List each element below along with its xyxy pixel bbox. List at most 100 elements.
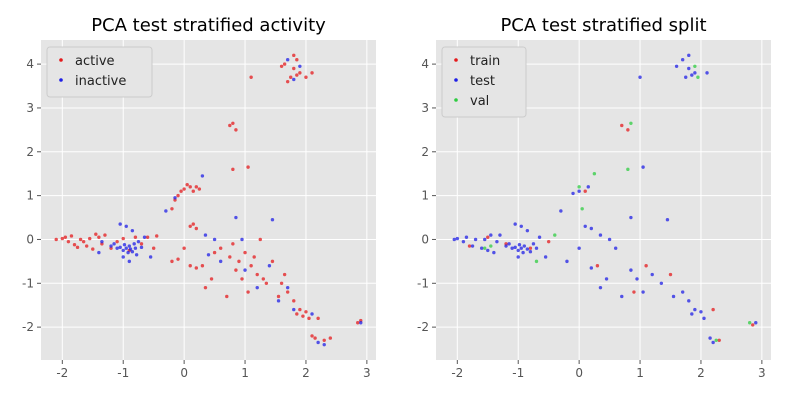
- data-point: [479, 246, 484, 250]
- data-point: [517, 243, 522, 247]
- data-point: [75, 245, 80, 250]
- data-point: [489, 244, 493, 248]
- data-point: [528, 246, 533, 250]
- data-point: [270, 218, 275, 222]
- data-point: [483, 237, 487, 242]
- data-point: [525, 228, 530, 233]
- x-tick-label: 0: [575, 366, 583, 380]
- data-point: [121, 255, 125, 259]
- data-point: [589, 266, 594, 270]
- legend-label: active: [75, 54, 115, 69]
- y-tick-label: -2: [417, 320, 429, 334]
- data-point: [641, 290, 645, 294]
- chart-split: -2 -1 0 1 2 3 -2 -1 0 1 2 3 4 PCA test stratified spl…: [417, 15, 771, 380]
- x-tick-label: 1: [241, 366, 249, 380]
- data-point: [148, 255, 153, 259]
- data-point: [461, 239, 466, 244]
- data-point: [711, 340, 715, 345]
- series-inactive: [97, 58, 363, 347]
- data-point: [170, 207, 174, 211]
- data-point: [295, 312, 299, 316]
- data-point: [322, 342, 326, 347]
- data-point: [264, 281, 269, 285]
- data-point: [534, 259, 539, 264]
- y-tick-label: 2: [26, 145, 34, 159]
- data-point: [188, 264, 192, 268]
- x-tick-label: 2: [697, 366, 705, 380]
- data-point: [261, 277, 266, 281]
- data-point: [714, 338, 718, 342]
- data-point: [464, 235, 469, 239]
- data-point: [191, 222, 195, 226]
- data-point: [356, 321, 360, 325]
- data-point: [127, 259, 132, 264]
- y-tick-label: 0: [421, 232, 429, 246]
- data-point: [674, 64, 679, 69]
- data-point: [139, 245, 144, 250]
- data-point: [118, 222, 122, 226]
- data-point: [203, 285, 208, 290]
- data-point: [115, 246, 119, 250]
- data-point: [115, 239, 119, 244]
- data-point: [699, 310, 703, 314]
- legend-box: [46, 46, 153, 98]
- data-point: [629, 121, 633, 125]
- chart-title: PCA test stratified activity: [91, 15, 326, 36]
- data-point: [124, 246, 128, 250]
- data-point: [179, 189, 183, 193]
- data-point: [212, 250, 217, 255]
- data-point: [693, 71, 697, 75]
- data-point: [249, 75, 253, 79]
- data-point: [583, 224, 587, 229]
- data-point: [100, 239, 104, 244]
- data-point: [285, 79, 290, 84]
- data-point: [316, 316, 320, 321]
- data-point: [292, 299, 296, 303]
- data-point: [537, 235, 542, 239]
- data-point: [66, 239, 71, 244]
- data-point: [492, 250, 496, 255]
- data-point: [231, 121, 235, 125]
- data-point: [164, 209, 168, 213]
- data-point: [298, 71, 302, 75]
- data-point: [276, 294, 281, 299]
- data-point: [607, 237, 612, 242]
- data-point: [711, 307, 715, 312]
- data-point: [209, 277, 214, 281]
- data-point: [641, 165, 645, 169]
- data-point: [301, 314, 305, 318]
- data-point: [127, 244, 132, 248]
- y-tick-label: 1: [421, 189, 429, 203]
- data-point: [234, 128, 238, 132]
- data-point: [516, 255, 520, 259]
- data-point: [304, 75, 308, 79]
- data-point: [577, 246, 581, 250]
- data-point: [97, 250, 101, 255]
- data-point: [112, 242, 116, 246]
- data-point: [650, 272, 654, 277]
- data-point: [307, 316, 311, 321]
- data-point: [126, 250, 130, 255]
- data-point: [218, 259, 223, 264]
- data-point: [693, 64, 697, 69]
- legend-label: train: [470, 54, 500, 69]
- legend-marker: [454, 78, 458, 82]
- data-point: [292, 53, 296, 58]
- data-point: [182, 246, 186, 250]
- data-point: [185, 182, 189, 187]
- data-point: [632, 290, 636, 294]
- data-point: [234, 215, 238, 220]
- data-point: [313, 336, 317, 340]
- legend-label: test: [470, 74, 495, 89]
- data-point: [191, 189, 195, 193]
- data-point: [91, 247, 95, 251]
- series-active: [54, 53, 363, 342]
- data-point: [130, 250, 135, 254]
- data-point: [240, 237, 244, 242]
- data-point: [132, 242, 136, 246]
- data-point: [182, 187, 186, 191]
- data-point: [486, 235, 490, 239]
- data-point: [452, 237, 456, 242]
- data-point: [473, 237, 478, 242]
- data-point: [751, 323, 755, 327]
